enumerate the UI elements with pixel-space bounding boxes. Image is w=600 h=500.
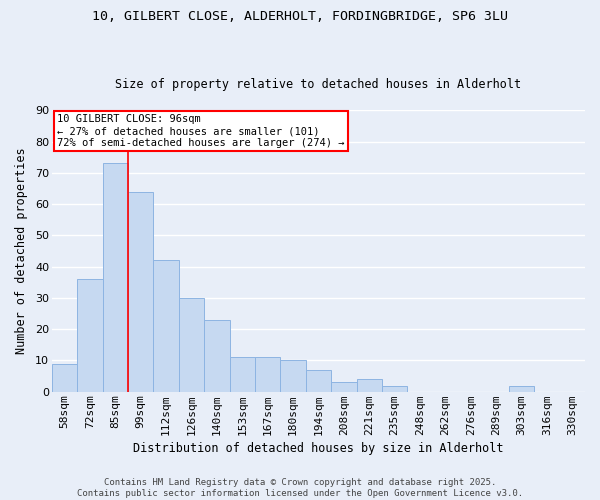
Bar [331,382,356,392]
Bar [77,279,103,392]
Bar [280,360,306,392]
Bar [52,364,77,392]
Bar [306,370,331,392]
Bar [128,192,154,392]
Bar [255,358,280,392]
Bar [179,298,204,392]
Text: Contains HM Land Registry data © Crown copyright and database right 2025.
Contai: Contains HM Land Registry data © Crown c… [77,478,523,498]
Title: Size of property relative to detached houses in Alderholt: Size of property relative to detached ho… [115,78,521,91]
Text: 10 GILBERT CLOSE: 96sqm
← 27% of detached houses are smaller (101)
72% of semi-d: 10 GILBERT CLOSE: 96sqm ← 27% of detache… [57,114,344,148]
Bar [382,386,407,392]
X-axis label: Distribution of detached houses by size in Alderholt: Distribution of detached houses by size … [133,442,503,455]
Bar [204,320,230,392]
Bar [103,164,128,392]
Bar [356,380,382,392]
Bar [154,260,179,392]
Bar [509,386,534,392]
Text: 10, GILBERT CLOSE, ALDERHOLT, FORDINGBRIDGE, SP6 3LU: 10, GILBERT CLOSE, ALDERHOLT, FORDINGBRI… [92,10,508,23]
Bar [230,358,255,392]
Y-axis label: Number of detached properties: Number of detached properties [15,148,28,354]
